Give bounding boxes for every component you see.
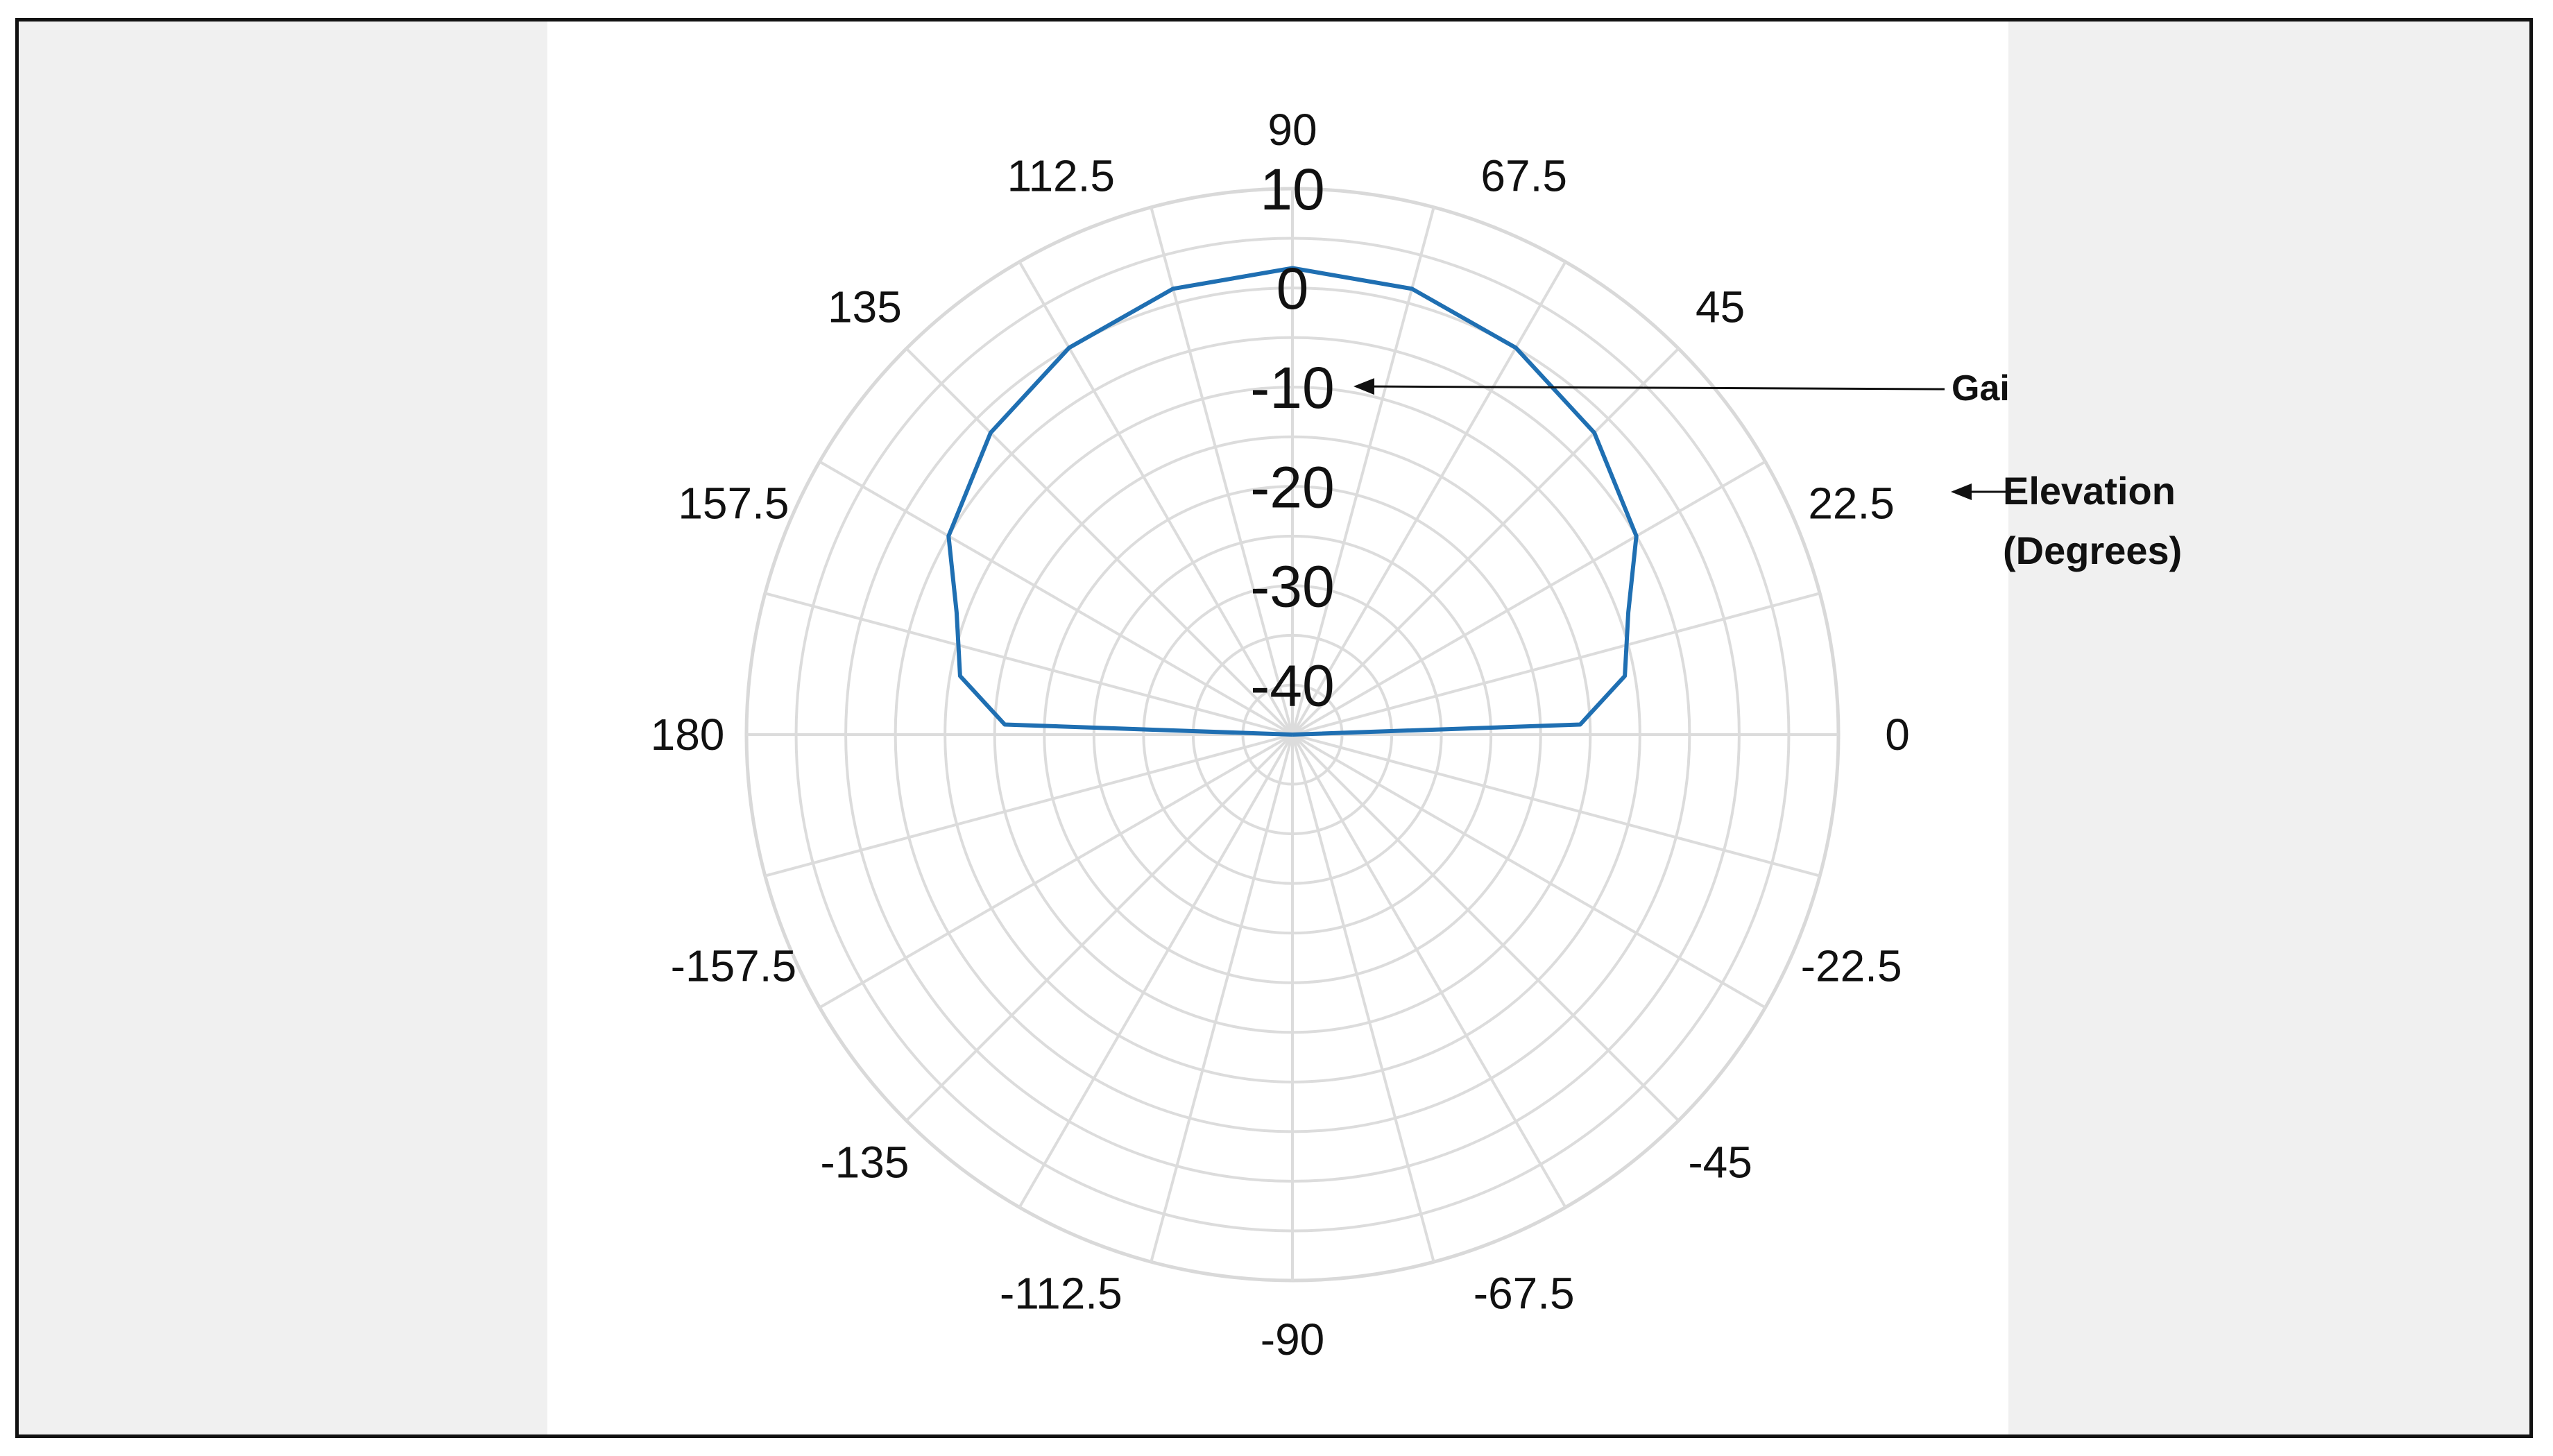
annotation-overlay: Elevation (Degrees) bbox=[2003, 469, 2182, 572]
polar-grid-spoke bbox=[1291, 207, 1435, 735]
r-tick-label: -30 bbox=[1250, 554, 1334, 619]
theta-tick-label: 45 bbox=[1696, 282, 1745, 332]
polar-grid-spoke bbox=[1150, 207, 1294, 735]
theta-tick-label: -112.5 bbox=[1000, 1269, 1122, 1319]
r-tick-label: -20 bbox=[1250, 454, 1334, 520]
theta-tick-label: 90 bbox=[1267, 105, 1317, 155]
plot-panel: 0 22.5 45 67.5 90 112.5 135 157.5 180 -157.5 -135 -… bbox=[547, 22, 2008, 1434]
theta-tick-label: -135 bbox=[820, 1138, 909, 1188]
theta-tick-label: 157.5 bbox=[678, 478, 789, 528]
theta-tick-label: -157.5 bbox=[671, 941, 796, 991]
theta-tick-label: -45 bbox=[1688, 1138, 1752, 1188]
polar-grid-spoke bbox=[765, 733, 1293, 877]
polar-grid-spoke bbox=[1018, 734, 1294, 1208]
theta-tick-label: 180 bbox=[651, 710, 725, 760]
r-tick-label: -40 bbox=[1250, 653, 1334, 719]
polar-grid-spoke bbox=[905, 348, 1294, 736]
theta-tick-label: 135 bbox=[828, 282, 902, 332]
tick-labels: 0 22.5 45 67.5 90 112.5 135 157.5 180 -157.5 -135 -… bbox=[651, 105, 1910, 1364]
theta-tick-label: 0 bbox=[1885, 710, 1910, 760]
gain-label: Gain (dBi) bbox=[1952, 368, 2008, 409]
figure-frame: 0 22.5 45 67.5 90 112.5 135 157.5 180 -157.5 -135 -… bbox=[15, 18, 2533, 1438]
theta-tick-label: -67.5 bbox=[1474, 1269, 1575, 1319]
elevation-label-line1: Elevation bbox=[2003, 469, 2176, 513]
theta-tick-label: 22.5 bbox=[1808, 478, 1895, 528]
polar-grid-spoke bbox=[1292, 460, 1766, 736]
series-line bbox=[946, 266, 1639, 737]
polar-chart: 0 22.5 45 67.5 90 112.5 135 157.5 180 -157.5 -135 -… bbox=[651, 105, 2008, 1364]
polar-grid-spoke bbox=[1291, 734, 1567, 1208]
annotations: Gain (dBi) bbox=[1354, 368, 2008, 500]
theta-tick-label: 112.5 bbox=[1007, 151, 1115, 200]
theta-tick-label: 67.5 bbox=[1480, 151, 1567, 200]
elevation-label-line2: (Degrees) bbox=[2003, 529, 2182, 572]
polar-grid-spoke bbox=[905, 733, 1294, 1122]
series-layer bbox=[946, 266, 1639, 737]
r-tick-label: 0 bbox=[1276, 256, 1309, 321]
polar-grid-spoke bbox=[1292, 733, 1766, 1009]
polar-grid-spoke bbox=[819, 460, 1294, 736]
polar-grid-spoke bbox=[1018, 261, 1294, 736]
polar-grid-spoke bbox=[1291, 734, 1435, 1262]
polar-grid-spoke bbox=[1150, 734, 1294, 1262]
polar-grid-spoke bbox=[1291, 733, 1680, 1122]
polar-grid-spoke bbox=[1291, 261, 1567, 736]
polar-grid-spoke bbox=[1292, 592, 1820, 736]
gain-arrow bbox=[1354, 378, 1945, 395]
theta-tick-label: -90 bbox=[1261, 1314, 1325, 1364]
r-tick-label: 10 bbox=[1260, 157, 1324, 222]
polar-grid-spoke bbox=[819, 733, 1294, 1009]
r-tick-label: -10 bbox=[1250, 355, 1334, 420]
theta-tick-label: -22.5 bbox=[1801, 941, 1902, 991]
polar-grid-spoke bbox=[1292, 733, 1820, 877]
polar-grid-spoke bbox=[1291, 348, 1680, 736]
polar-grid-spoke bbox=[765, 592, 1293, 736]
